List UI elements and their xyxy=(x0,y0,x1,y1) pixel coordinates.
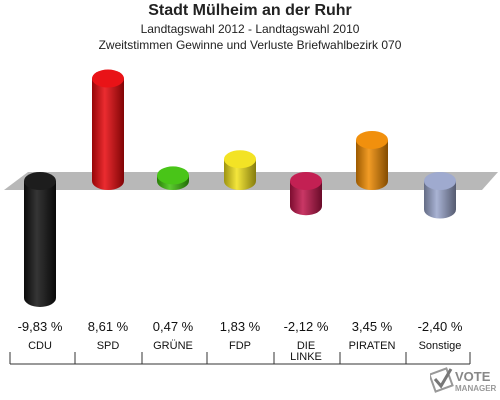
value-label: -2,40 % xyxy=(418,319,463,334)
category-label: Sonstige xyxy=(419,340,462,352)
category-label: SPD xyxy=(97,340,120,352)
votemanager-logo: VOTE MANAGER xyxy=(430,367,497,393)
value-label: 0,47 % xyxy=(153,319,194,334)
bar-die-linke xyxy=(290,172,322,216)
value-label: -2,12 % xyxy=(284,319,329,334)
category-label: GRÜNE xyxy=(153,340,193,352)
logo-text-manager: MANAGER xyxy=(455,384,497,393)
category-label: FDP xyxy=(229,340,251,352)
category-label: PIRATEN xyxy=(349,340,396,352)
bar-fdp xyxy=(224,150,256,190)
chart-title: Stadt Mülheim an der Ruhr xyxy=(148,2,352,19)
value-label: 8,61 % xyxy=(88,319,129,334)
logo-text-vote: VOTE xyxy=(455,369,491,384)
category-label: CDU xyxy=(28,340,52,352)
bar-sonstige xyxy=(424,172,456,219)
bar-piraten xyxy=(356,130,388,190)
category-label: DIE LINKE xyxy=(290,340,322,363)
chart-subtitle-elections: Landtagswahl 2012 - Landtagswahl 2010 xyxy=(140,22,360,36)
value-label: -9,83 % xyxy=(18,319,63,334)
chart-subtitle-district: Zweitstimmen Gewinne und Verluste Briefw… xyxy=(98,38,402,52)
bar-spd xyxy=(92,69,124,190)
bar-cdu xyxy=(24,172,56,307)
value-label: 3,45 % xyxy=(352,319,393,334)
bar-gr-ne xyxy=(157,166,189,190)
value-label: 1,83 % xyxy=(220,319,261,334)
check-icon xyxy=(430,367,454,393)
